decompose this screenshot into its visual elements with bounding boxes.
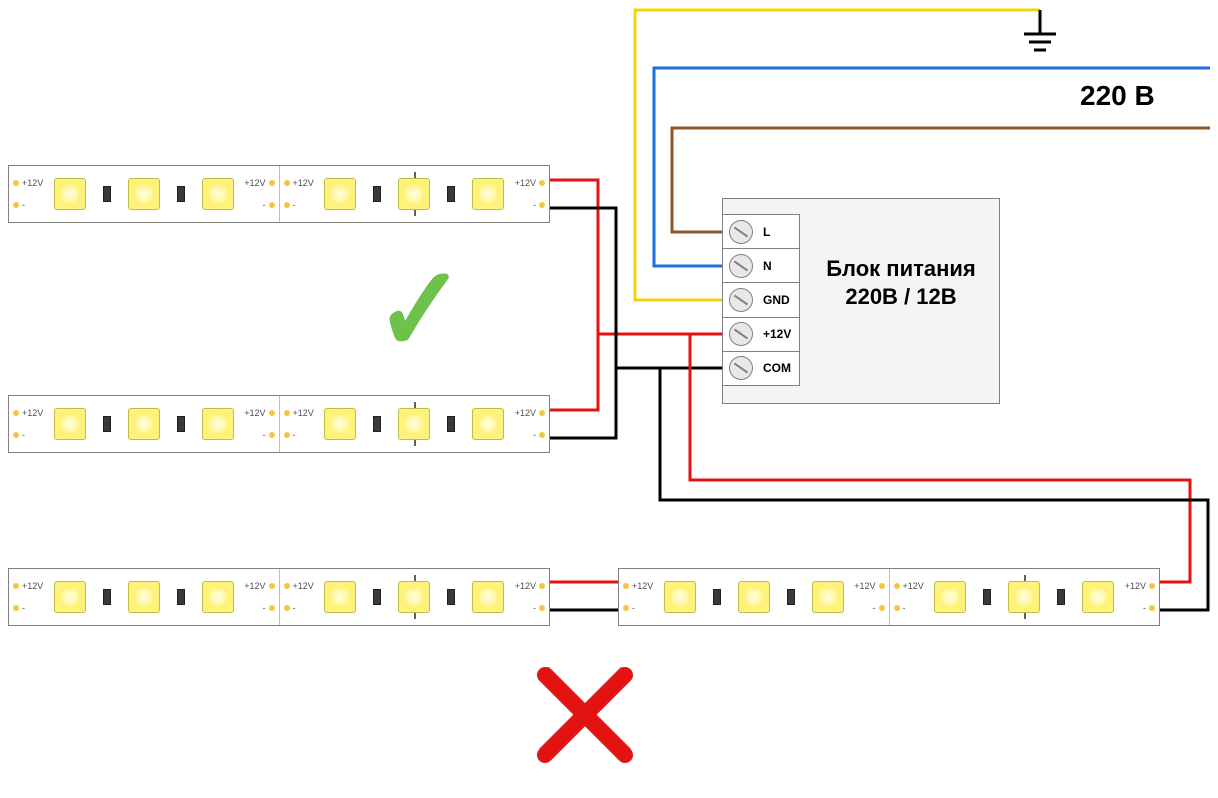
pad-label-plus: +12V [22, 178, 43, 188]
led-icon [202, 178, 234, 210]
terminal-label: L [763, 225, 770, 239]
pad-label-plus: +12V [22, 408, 43, 418]
strip-pads-right: +12V - [243, 178, 279, 210]
ground-symbol [1024, 10, 1056, 50]
strip-segment: +12V - +12V - [279, 396, 550, 452]
pad-label-plus: +12V [22, 581, 43, 591]
pad-label-plus: +12V [903, 581, 924, 591]
pad-label-plus: +12V [515, 581, 536, 591]
mains-voltage-label: 220 В [1080, 80, 1155, 112]
psu-title-line1: Блок питания [826, 256, 976, 281]
terminal-label: N [763, 259, 772, 273]
terminal-label: COM [763, 361, 791, 375]
pad-label-minus: - [263, 603, 266, 613]
led-icon [398, 178, 430, 210]
wire-com-to-mid [550, 368, 616, 438]
pad-label-plus: +12V [293, 408, 314, 418]
pad-label-minus: - [533, 200, 536, 210]
screw-icon [729, 322, 753, 346]
strip-segment: +12V - +12V - [619, 569, 889, 625]
terminal-label: +12V [763, 327, 791, 341]
led-icon [472, 178, 504, 210]
led-icon [54, 178, 86, 210]
strip-segment: +12V - +12V - [9, 396, 279, 452]
pad-label-plus: +12V [632, 581, 653, 591]
pad-label-minus: - [22, 200, 25, 210]
strip-segment: +12V - +12V - [279, 569, 550, 625]
strip-segment: +12V - +12V - [889, 569, 1160, 625]
strip-segment: +12V - +12V - [279, 166, 550, 222]
pad-label-plus: +12V [293, 178, 314, 188]
pad-label-plus: +12V [1125, 581, 1146, 591]
terminal-label: GND [763, 293, 790, 307]
pad-label-minus: - [873, 603, 876, 613]
led-icon [128, 178, 160, 210]
pad-label-minus: - [263, 200, 266, 210]
terminal-l: L [723, 215, 799, 249]
pad-label-plus: +12V [244, 178, 265, 188]
pad-label-minus: - [293, 200, 296, 210]
correct-check-icon: ✓ [375, 250, 465, 370]
screw-icon [729, 288, 753, 312]
terminal-n: N [723, 249, 799, 283]
pad-label-minus: - [1143, 603, 1146, 613]
pad-label-minus: - [22, 603, 25, 613]
resistor-icon [373, 186, 381, 202]
led-icon [324, 178, 356, 210]
pad-label-plus: +12V [244, 408, 265, 418]
resistor-icon [177, 186, 185, 202]
pad-label-minus: - [533, 603, 536, 613]
pad-label-minus: - [632, 603, 635, 613]
strip-segment: +12V - +12V - [9, 166, 279, 222]
pad-label-minus: - [903, 603, 906, 613]
pad-label-plus: +12V [515, 178, 536, 188]
strip-pads-left: +12V - [280, 178, 316, 210]
resistor-icon [447, 186, 455, 202]
led-strip: +12V - +12V - +12V - [8, 165, 550, 223]
strip-pads-right: +12V - [513, 178, 549, 210]
terminal-12v: +12V [723, 318, 799, 352]
incorrect-cross-icon [530, 660, 640, 770]
screw-icon [729, 356, 753, 380]
terminal-gnd: GND [723, 283, 799, 317]
led-strip: +12V - +12V - +12V - +12V - [8, 568, 550, 626]
pad-label-plus: +12V [293, 581, 314, 591]
pad-label-minus: - [263, 430, 266, 440]
resistor-icon [103, 186, 111, 202]
strip-segment: +12V - +12V - [9, 569, 279, 625]
psu-title-line2: 220В / 12В [845, 284, 956, 309]
terminal-com: COM [723, 352, 799, 385]
wire-com-bus [550, 208, 722, 368]
psu-terminal-block: L N GND +12V COM [722, 214, 800, 386]
led-strip: +12V - +12V - +12V - +12V - [618, 568, 1160, 626]
pad-label-minus: - [533, 430, 536, 440]
wire-12v-bus [550, 180, 722, 334]
led-strip: +12V - +12V - +12V - +12V - [8, 395, 550, 453]
screw-icon [729, 254, 753, 278]
pad-label-minus: - [22, 430, 25, 440]
psu-title: Блок питания 220В / 12В [811, 255, 991, 310]
pad-label-plus: +12V [854, 581, 875, 591]
pad-label-minus: - [293, 603, 296, 613]
pad-label-plus: +12V [244, 581, 265, 591]
pad-label-plus: +12V [515, 408, 536, 418]
wire-12v-to-mid [550, 334, 598, 410]
strip-pads-left: +12V - [9, 178, 45, 210]
pad-label-minus: - [293, 430, 296, 440]
screw-icon [729, 220, 753, 244]
